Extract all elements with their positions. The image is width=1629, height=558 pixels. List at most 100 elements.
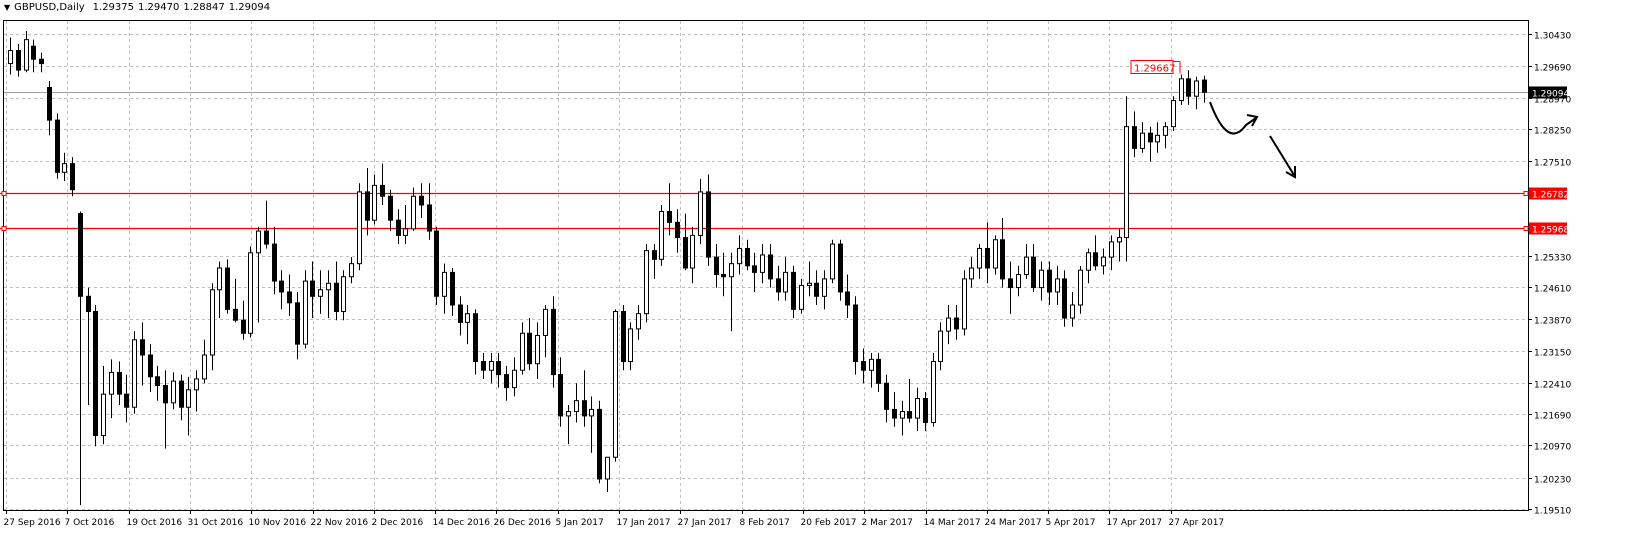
candle xyxy=(279,270,284,310)
candle xyxy=(566,405,571,445)
candle-body-bear xyxy=(675,221,680,239)
candle xyxy=(605,456,610,493)
projection-arrow-down-head xyxy=(1285,166,1296,179)
candle-body-bull xyxy=(1109,241,1114,258)
candle-body-bear xyxy=(473,313,478,363)
candle xyxy=(93,304,98,447)
x-tick-label: 7 Oct 2016 xyxy=(65,518,115,528)
candle-body-bull xyxy=(8,50,13,65)
candle xyxy=(923,391,928,432)
candle-body-bear xyxy=(892,408,897,419)
candle xyxy=(1186,70,1191,105)
candle xyxy=(86,287,91,406)
candle-body-bull xyxy=(1055,278,1060,293)
candle-body-bear xyxy=(923,398,928,423)
candle-body-bear xyxy=(745,247,750,267)
candle xyxy=(504,365,509,401)
candle-body-bull xyxy=(194,378,199,391)
candle xyxy=(760,244,765,284)
candle xyxy=(434,226,439,305)
level-handle-right[interactable] xyxy=(1523,191,1529,196)
candle-body-bull xyxy=(1070,304,1075,319)
candle-body-bull xyxy=(442,271,447,297)
candle xyxy=(729,252,734,332)
current-price-tag xyxy=(1529,86,1567,99)
candle-body-bear xyxy=(86,295,91,313)
candle-body-bear xyxy=(310,280,315,297)
candle-body-bull xyxy=(1171,100,1176,128)
candle xyxy=(1155,122,1160,153)
candle-body-bull xyxy=(465,313,470,323)
candle xyxy=(124,374,129,423)
candle-body-bull xyxy=(489,361,494,371)
candle xyxy=(652,244,657,279)
candle-body-bear xyxy=(558,374,563,417)
price-annotation-box[interactable] xyxy=(1130,60,1174,74)
x-tick-label: 17 Jan 2017 xyxy=(617,518,671,528)
candle-body-bear xyxy=(163,384,168,404)
candle xyxy=(47,80,52,136)
level-handle-right[interactable] xyxy=(1523,226,1529,231)
open-value: 1.29375 xyxy=(92,2,135,13)
candle-body-bull xyxy=(248,252,253,334)
y-tick-label: 1.28250 xyxy=(1534,127,1571,137)
candle-body-bear xyxy=(838,243,843,293)
candle-body-bull xyxy=(799,284,804,310)
candle-body-bear xyxy=(287,291,292,304)
annotation-layer: 1.29667 xyxy=(1130,60,1181,75)
candle-body-bull xyxy=(357,191,362,265)
candle xyxy=(1039,261,1044,301)
candle xyxy=(512,357,517,397)
x-tick-label: 8 Feb 2017 xyxy=(740,518,790,528)
candle-body-bull xyxy=(1016,274,1021,289)
candle xyxy=(791,265,796,319)
candle xyxy=(985,222,990,284)
candle xyxy=(357,183,362,271)
candle-body-bull xyxy=(962,278,967,330)
candle xyxy=(380,163,385,205)
candle-body-bull xyxy=(737,247,742,265)
candle xyxy=(8,37,13,75)
candle-body-bear xyxy=(264,230,269,245)
y-tick-label: 1.23870 xyxy=(1534,317,1571,327)
x-tick-label: 5 Jan 2017 xyxy=(556,518,604,528)
candle-body-bear xyxy=(597,408,602,480)
candle xyxy=(907,378,912,423)
candle-body-bear xyxy=(233,308,238,321)
y-tick-label: 1.28970 xyxy=(1534,96,1571,106)
candle-body-bear xyxy=(241,319,246,334)
candle xyxy=(954,304,959,340)
candle xyxy=(783,257,788,301)
candle-body-bull xyxy=(24,39,29,71)
candle xyxy=(993,235,998,275)
candle xyxy=(310,261,315,319)
candle xyxy=(388,189,393,232)
candle-body-bear xyxy=(70,163,75,191)
dropdown-triangle-icon[interactable]: ▼ xyxy=(4,3,11,12)
candle xyxy=(318,270,323,314)
level-handle-left[interactable] xyxy=(1,226,7,231)
candle-body-bull xyxy=(993,239,998,269)
candle-body-bull xyxy=(589,408,594,417)
x-tick-label: 22 Nov 2016 xyxy=(311,518,369,528)
candle xyxy=(667,183,672,236)
candle xyxy=(233,278,238,323)
candle xyxy=(264,200,269,249)
candle xyxy=(1008,261,1013,314)
candle xyxy=(194,370,199,412)
candle-body-bull xyxy=(403,228,408,236)
candle-body-bull xyxy=(659,210,664,260)
candle-body-bear xyxy=(179,380,184,408)
candle xyxy=(745,239,750,271)
candle-body-bear xyxy=(458,304,463,323)
candle-body-bull xyxy=(946,317,951,332)
candle-body-bear xyxy=(504,374,509,389)
candle-body-bear xyxy=(752,265,757,273)
candle xyxy=(202,339,207,384)
level-handle-left[interactable] xyxy=(1,191,7,196)
x-tick-label: 14 Dec 2016 xyxy=(433,518,491,528)
x-tick-label: 10 Nov 2016 xyxy=(249,518,307,528)
candle-body-bear xyxy=(907,411,912,419)
candle xyxy=(690,226,695,284)
